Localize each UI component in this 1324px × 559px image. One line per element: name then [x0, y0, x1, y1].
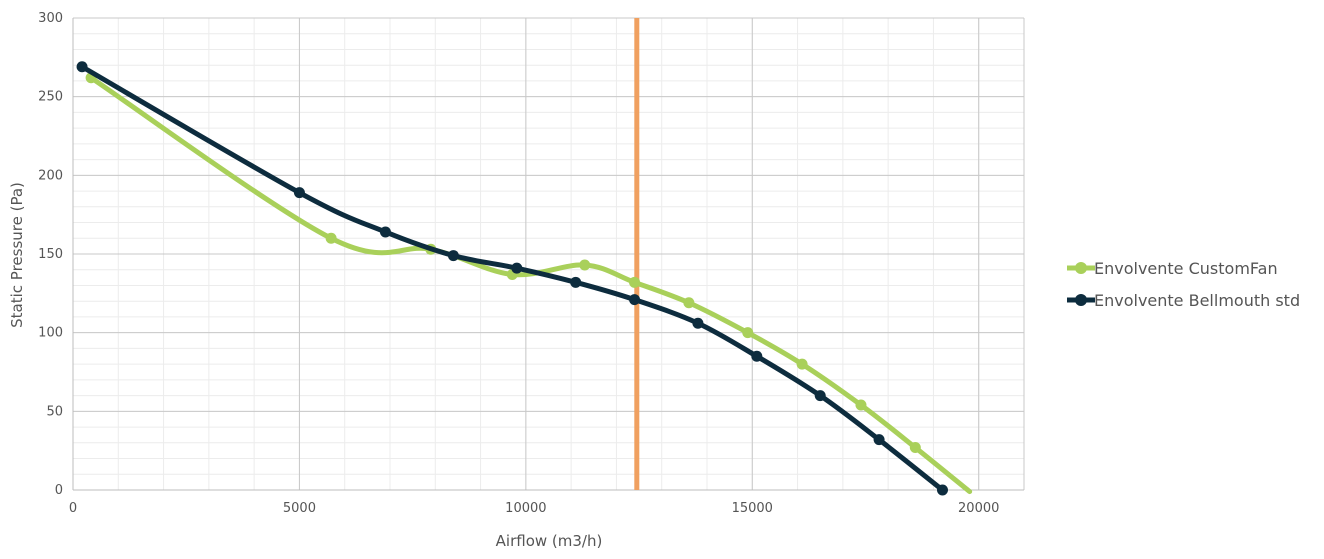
- legend-label: Envolvente CustomFan: [1094, 259, 1278, 278]
- series-1: [85, 72, 973, 495]
- x-axis-title: Airflow (m3/h): [496, 532, 603, 550]
- data-point[interactable]: [511, 262, 523, 274]
- data-point[interactable]: [751, 350, 763, 362]
- data-point[interactable]: [447, 250, 459, 262]
- y-tick-label: 50: [46, 404, 63, 419]
- y-tick-label: 100: [38, 326, 63, 341]
- data-point[interactable]: [683, 297, 695, 309]
- data-point[interactable]: [579, 259, 591, 271]
- legend[interactable]: Envolvente CustomFan Envolvente Bellmouth…: [1067, 259, 1300, 310]
- data-point[interactable]: [379, 226, 391, 238]
- data-point[interactable]: [742, 327, 754, 339]
- data-point[interactable]: [936, 484, 948, 496]
- data-point[interactable]: [873, 434, 885, 446]
- data-point[interactable]: [796, 358, 808, 370]
- y-tick-label: 200: [38, 168, 63, 183]
- x-tick-label: 0: [69, 501, 77, 516]
- y-tick-label: 250: [38, 90, 63, 105]
- data-point[interactable]: [570, 276, 582, 288]
- data-point[interactable]: [293, 187, 305, 199]
- data-point[interactable]: [909, 442, 921, 454]
- legend-item[interactable]: Envolvente CustomFan: [1067, 259, 1278, 278]
- y-tick-label: 150: [38, 247, 63, 262]
- data-point[interactable]: [76, 61, 88, 73]
- x-tick-label: 15000: [732, 501, 773, 516]
- axes: 0 5000 10000 15000 20000 0 50 100 150 200 250 300: [38, 11, 1025, 516]
- data-point[interactable]: [814, 390, 826, 402]
- data-point[interactable]: [629, 294, 641, 306]
- series: [76, 61, 973, 496]
- legend-swatch-marker: [1075, 294, 1087, 306]
- x-tick-label: 5000: [283, 501, 316, 516]
- data-point[interactable]: [692, 317, 704, 329]
- y-tick-label: 0: [55, 483, 63, 498]
- y-axis-title: Static Pressure (Pa): [8, 182, 26, 328]
- y-tick-label: 300: [38, 11, 63, 26]
- x-tick-label: 20000: [958, 501, 999, 516]
- series-2: [76, 61, 948, 496]
- legend-swatch-marker: [1075, 262, 1087, 274]
- data-point[interactable]: [629, 276, 641, 288]
- x-tick-label: 10000: [505, 501, 546, 516]
- legend-item[interactable]: Envolvente Bellmouth std: [1067, 291, 1300, 310]
- data-point[interactable]: [855, 399, 867, 411]
- legend-label: Envolvente Bellmouth std: [1094, 291, 1300, 310]
- data-point[interactable]: [325, 232, 337, 244]
- series-line: [88, 75, 973, 495]
